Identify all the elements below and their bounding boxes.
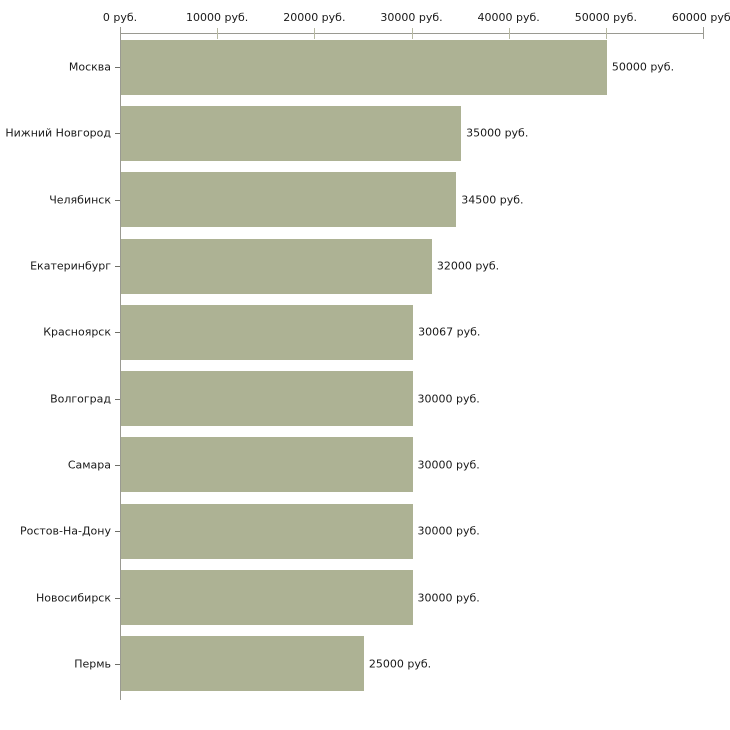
y-axis-category-label: Ростов-На-Дону [19, 524, 111, 538]
bar-value-label: 30000 руб. [417, 392, 480, 406]
y-axis-category-label: Новосибирск [35, 591, 111, 605]
bar-value-label: 25000 руб. [368, 657, 432, 671]
x-axis-tick [120, 27, 121, 39]
x-axis-tick-label: 50000 руб. [574, 11, 637, 24]
x-axis-tick-label: 40000 руб. [477, 11, 540, 24]
y-axis-line [120, 34, 121, 700]
y-axis-tick [115, 465, 120, 466]
y-axis-tick [115, 332, 120, 333]
bar[interactable] [121, 105, 462, 161]
x-axis-tick [605, 28, 607, 39]
y-axis-tick [115, 266, 120, 267]
bar[interactable] [121, 304, 414, 360]
x-axis-tick-label: 10000 руб. [186, 11, 249, 24]
y-axis-category-label: Красноярск [43, 325, 111, 339]
bar-value-label: 30000 руб. [417, 524, 480, 538]
y-axis-tick [115, 598, 120, 599]
x-axis-tick [411, 28, 413, 39]
bar-value-label: 34500 руб. [461, 193, 524, 207]
bar[interactable] [121, 39, 607, 95]
bar-value-label: 35000 руб. [466, 126, 529, 140]
y-axis-category-label: Волгоград [50, 392, 111, 406]
x-axis-tick-label: 20000 руб. [283, 11, 346, 24]
y-axis-tick [115, 67, 120, 68]
y-axis-tick [115, 133, 120, 134]
y-axis-category-label: Челябинск [49, 193, 111, 207]
y-axis-tick [115, 531, 120, 532]
bar[interactable] [121, 570, 413, 626]
bar[interactable] [121, 238, 432, 294]
y-axis-tick [115, 399, 120, 400]
x-axis-tick [703, 27, 704, 39]
bar[interactable] [121, 172, 457, 228]
x-axis-tick-label: 0 руб. [102, 11, 138, 24]
x-axis-tick-label: 60000 руб. [671, 11, 730, 24]
bar[interactable] [121, 437, 413, 493]
y-axis-tick [115, 664, 120, 665]
x-axis-tick [217, 28, 219, 39]
bar[interactable] [121, 371, 413, 427]
x-axis-tick-label: 30000 руб. [380, 11, 443, 24]
y-axis-category-label: Нижний Новгород [5, 126, 111, 140]
x-axis-tick [314, 28, 316, 39]
bar-value-label: 32000 руб. [436, 259, 500, 273]
y-axis-category-label: Пермь [74, 657, 111, 671]
bar-value-label: 30067 руб. [418, 325, 481, 339]
bar-value-label: 30000 руб. [417, 458, 480, 472]
bar-value-label: 50000 руб. [611, 60, 675, 74]
y-axis-category-label: Екатеринбург [30, 259, 111, 273]
bar[interactable] [121, 503, 413, 559]
y-axis-category-label: Самара [67, 458, 111, 472]
bar[interactable] [121, 636, 364, 692]
bar-value-label: 30000 руб. [417, 591, 480, 605]
x-axis-tick [508, 28, 510, 39]
y-axis-tick [115, 200, 120, 201]
y-axis-category-label: Москва [68, 60, 111, 74]
